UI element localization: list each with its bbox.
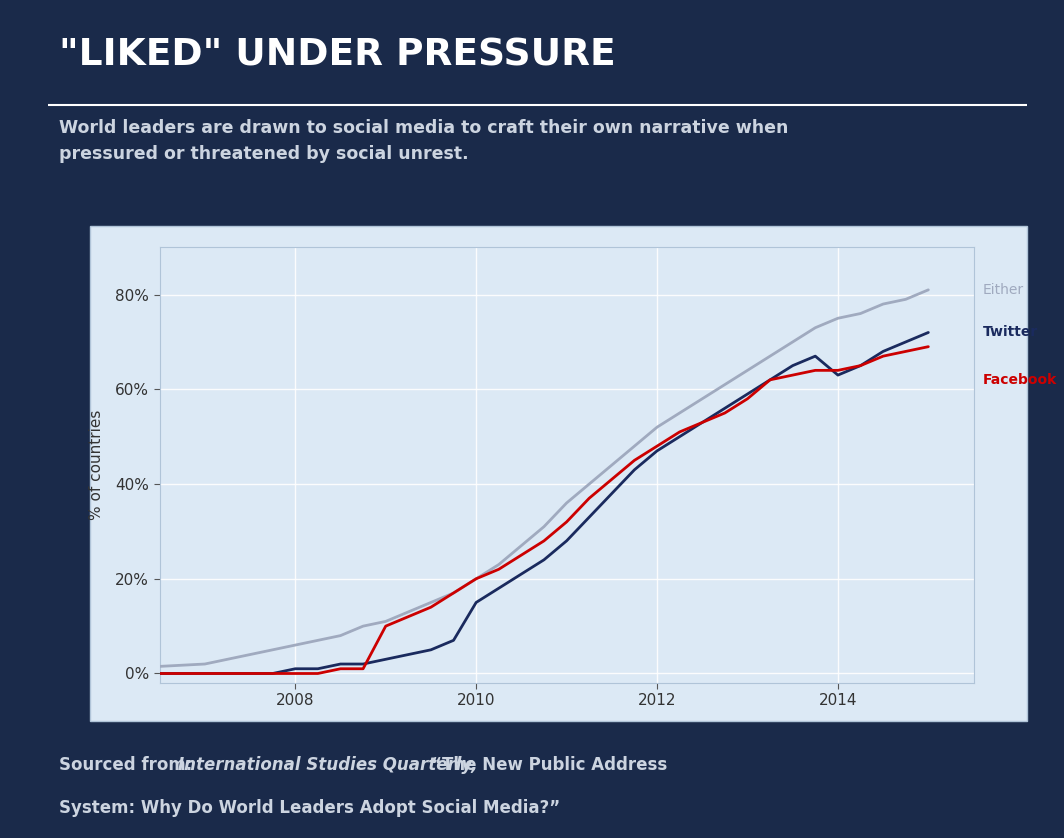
Text: International Studies Quarterly,: International Studies Quarterly, (178, 756, 477, 773)
Text: System: Why Do World Leaders Adopt Social Media?”: System: Why Do World Leaders Adopt Socia… (59, 799, 560, 817)
Text: Sourced from:: Sourced from: (59, 756, 198, 773)
Text: Twitter: Twitter (983, 325, 1037, 339)
FancyBboxPatch shape (90, 226, 1027, 721)
Text: World leaders are drawn to social media to craft their own narrative when
pressu: World leaders are drawn to social media … (59, 119, 788, 163)
Text: Either: Either (983, 283, 1024, 297)
Y-axis label: % of countries: % of countries (89, 410, 104, 520)
Text: Facebook: Facebook (983, 373, 1057, 387)
Text: "LIKED" UNDER PRESSURE: "LIKED" UNDER PRESSURE (59, 38, 615, 74)
Text: “The New Public Address: “The New Public Address (431, 756, 667, 773)
